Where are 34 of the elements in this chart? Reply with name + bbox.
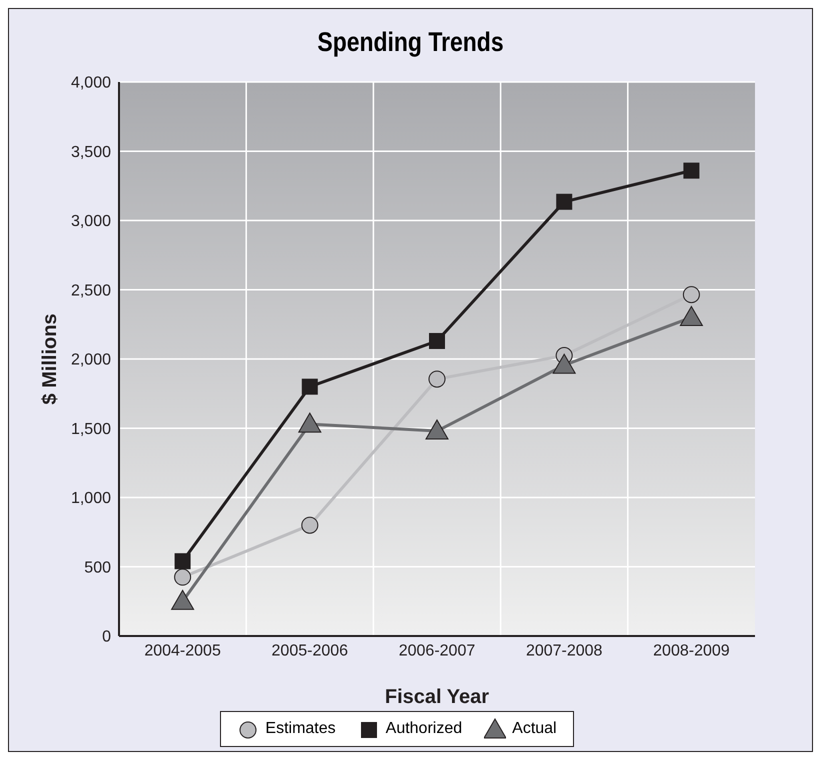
point bbox=[428, 370, 446, 388]
point bbox=[426, 420, 448, 440]
point bbox=[298, 412, 322, 433]
x-tick-label: 2006-2007 bbox=[398, 642, 476, 660]
y-tick-label: 1,000 bbox=[70, 490, 112, 508]
point bbox=[301, 516, 318, 534]
x-tick-label: 2007-2008 bbox=[526, 642, 603, 660]
y-tick-label: 1,500 bbox=[70, 420, 112, 438]
point bbox=[171, 590, 194, 610]
point bbox=[174, 568, 192, 586]
y-tick-label: 2,500 bbox=[70, 282, 112, 300]
point bbox=[683, 162, 700, 179]
legend-label: Authorized bbox=[386, 720, 462, 738]
legend-label: Estimates bbox=[265, 720, 336, 738]
legend-label: Actual bbox=[512, 720, 557, 738]
point bbox=[429, 332, 445, 349]
y-tick-label: 500 bbox=[84, 559, 112, 576]
x-tick-label: 2008-2009 bbox=[653, 642, 730, 660]
y-tick-label: 4,000 bbox=[70, 74, 112, 92]
point bbox=[552, 354, 576, 374]
y-tick-label: 3,500 bbox=[70, 144, 112, 161]
y-tick-label: 3,000 bbox=[70, 213, 112, 230]
x-axis-title: Fiscal Year bbox=[384, 686, 490, 708]
y-tick-label: 0 bbox=[102, 628, 112, 646]
x-tick-label: 2005-2006 bbox=[272, 642, 348, 660]
point bbox=[556, 194, 572, 210]
chart-title: Spending Trends bbox=[316, 26, 505, 59]
y-axis-title: $ Millions bbox=[39, 313, 62, 405]
x-tick-label: 2004-2005 bbox=[144, 642, 221, 660]
point bbox=[682, 286, 700, 304]
point bbox=[302, 378, 318, 395]
point bbox=[174, 553, 191, 570]
point bbox=[680, 306, 703, 326]
y-tick-label: 2,000 bbox=[70, 352, 112, 369]
